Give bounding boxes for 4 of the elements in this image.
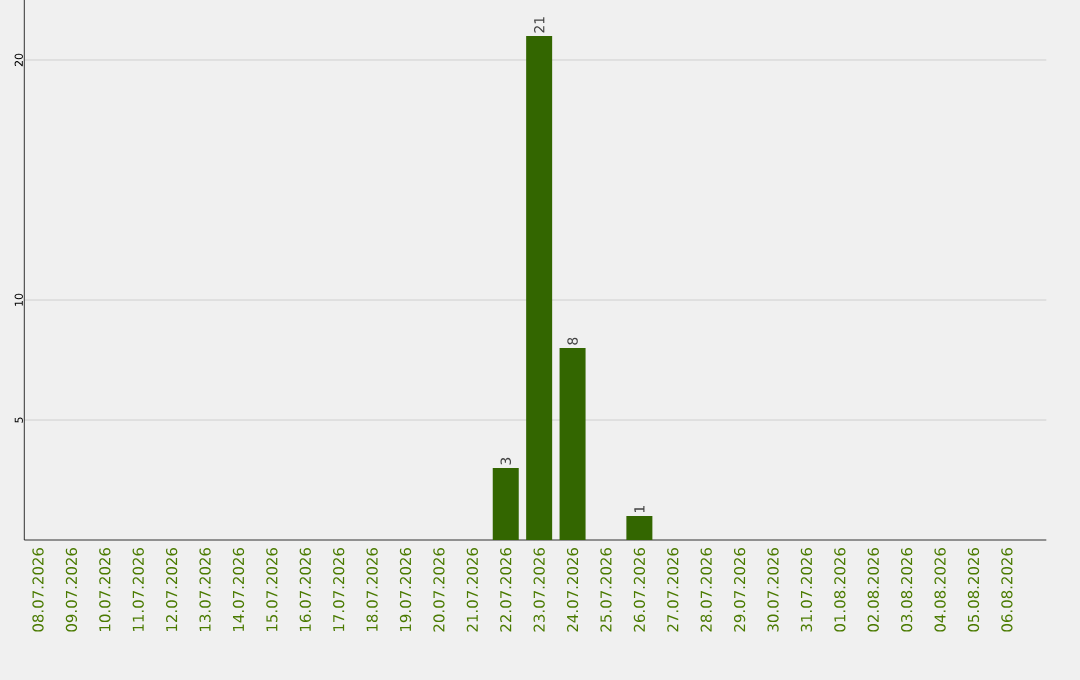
bar	[626, 516, 653, 540]
bar	[559, 348, 586, 540]
bar	[526, 35, 553, 540]
bar	[492, 468, 519, 540]
